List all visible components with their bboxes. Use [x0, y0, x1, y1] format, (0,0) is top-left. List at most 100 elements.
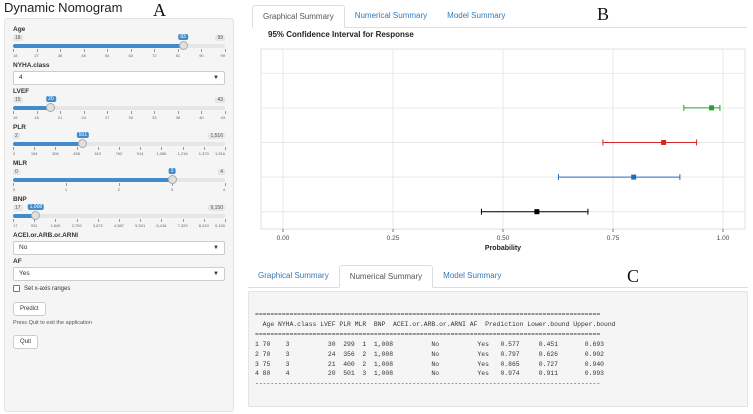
set-axis-checkbox-row[interactable]: Set x-axis ranges — [13, 285, 225, 292]
slider-min-label: 18 — [13, 35, 23, 41]
slider-tick — [225, 147, 226, 150]
slider-tick — [154, 111, 156, 114]
plr-slider[interactable]: 2 1,516 501 2 154 306 458 610 762 914 1,066 1,218 1,… — [13, 131, 226, 157]
plr-label: PLR — [13, 124, 26, 131]
slider-tick-label: 21 — [57, 115, 63, 120]
slider-tick — [172, 183, 173, 186]
slider-tick — [201, 111, 203, 114]
slider-tick — [13, 147, 14, 150]
x-tick-label: 0.25 — [387, 235, 400, 242]
set-axis-checkbox[interactable] — [13, 285, 20, 292]
bnp-slider[interactable]: 17 9,150 1,008 17 931 1,840 2,759 3,672 4,587 5,5… — [13, 203, 226, 229]
quit-button[interactable]: Quit — [13, 335, 39, 349]
slider-tick — [13, 183, 14, 186]
quit-note: Press Quit to exit the application — [13, 320, 92, 326]
slider-tick — [119, 147, 120, 150]
slider-tick — [55, 147, 57, 150]
confidence-interval-chart: 0.00 0.25 0.50 0.75 1.00 Probability — [260, 48, 746, 252]
slider-tick-label: 81 — [175, 53, 181, 58]
tab-graphical-summary-bottom[interactable]: Graphical Summary — [258, 271, 329, 280]
age-slider[interactable]: 18 99 83 18 27 36 45 54 63 72 81 90 99 — [13, 33, 226, 59]
bottom-tabset: Graphical Summary Numerical Summary Mode… — [248, 265, 748, 288]
slider-tick — [107, 49, 109, 52]
nyha-select[interactable]: 4 ▼ — [13, 71, 225, 85]
figure-letter-c: C — [627, 266, 640, 286]
slider-tick — [76, 147, 78, 150]
slider-fill — [13, 44, 184, 48]
slider-value-bubble: 20 — [46, 96, 56, 102]
slider-tick — [34, 147, 36, 150]
slider-min-label: 2 — [13, 133, 20, 139]
tab-graphical-summary-top[interactable]: Graphical Summary — [252, 5, 345, 28]
slider-tick — [182, 219, 184, 222]
slider-tick-label: 1,840 — [50, 223, 61, 228]
summary-row: 2 70 3 24 356 2 1,008 No Yes 0.797 0.626… — [255, 350, 604, 358]
slider-min-label: 0 — [13, 169, 20, 175]
slider-tick-label: 914 — [136, 151, 144, 156]
slider-ticks: 15 18 21 24 27 30 33 36 40 43 — [13, 111, 226, 121]
slider-handle[interactable] — [46, 103, 56, 112]
slider-handle[interactable] — [178, 41, 188, 50]
top-tabset: Graphical Summary Numerical Summary Mode… — [252, 5, 747, 28]
slider-tick-label: 5,501 — [135, 223, 146, 228]
slider-tick-label: 9,150 — [214, 223, 225, 228]
slider-value-bubble: 83 — [178, 34, 188, 40]
prediction-point — [631, 174, 637, 180]
numerical-summary-table: ========================================… — [255, 310, 616, 389]
slider-tick — [225, 183, 226, 186]
slider-fill — [13, 178, 172, 182]
slider-tick-label: 30 — [128, 115, 133, 120]
set-axis-label: Set x-axis ranges — [24, 285, 71, 292]
slider-tick-label: 154 — [30, 151, 38, 156]
slider-max-label: 99 — [215, 35, 225, 41]
acei-select[interactable]: No ▼ — [13, 241, 225, 255]
slider-tick — [154, 49, 156, 52]
slider-tick — [107, 111, 109, 114]
af-select[interactable]: Yes ▼ — [13, 267, 225, 281]
slider-tick — [161, 219, 163, 222]
x-axis-label: Probability — [485, 245, 521, 252]
slider-max-label: 43 — [215, 97, 225, 103]
slider-tick-label: 72 — [152, 53, 157, 58]
slider-min-label: 15 — [13, 97, 23, 103]
slider-fill — [13, 214, 36, 218]
lvef-slider[interactable]: 15 43 20 15 18 21 24 27 30 33 36 40 43 — [13, 95, 226, 121]
slider-tick-label: 2 — [117, 187, 121, 192]
plot-title: 95% Confidence Interval for Response — [268, 30, 414, 39]
predict-button[interactable]: Predict — [13, 302, 46, 316]
slider-value-bubble: 1,008 — [27, 204, 45, 210]
summary-header: Age NYHA.class LVEF PLR MLR BNP ACEI.or.… — [255, 320, 616, 328]
tab-model-summary-top[interactable]: Model Summary — [447, 11, 506, 20]
af-value: Yes — [19, 270, 30, 277]
slider-tick-label: 27 — [34, 53, 39, 58]
slider-tick-label: 43 — [220, 115, 225, 120]
mlr-slider[interactable]: 0 4 3 0 1 2 3 4 — [13, 167, 226, 193]
slider-tick — [13, 49, 14, 52]
slider-handle[interactable] — [78, 139, 88, 148]
caret-down-icon: ▼ — [213, 245, 219, 251]
prediction-point — [661, 139, 667, 145]
slider-tick-label: 36 — [57, 53, 63, 58]
summary-rule: ========================================… — [255, 311, 601, 318]
figure-letter-b: B — [597, 4, 610, 24]
tab-model-summary-bottom[interactable]: Model Summary — [443, 271, 502, 280]
slider-tick — [140, 147, 142, 150]
slider-fill — [13, 106, 51, 110]
slider-ticks: 18 27 36 45 54 63 72 81 90 99 — [13, 49, 226, 59]
slider-tick — [13, 111, 14, 114]
slider-ticks: 17 931 1,840 2,759 3,672 4,587 5,501 6,416 7,329… — [13, 219, 226, 229]
slider-tick-label: 63 — [128, 53, 133, 58]
slider-tick — [66, 183, 67, 186]
slider-tick-label: 931 — [30, 223, 38, 228]
summary-bottom-rule: ----------------------------------------… — [255, 380, 601, 388]
slider-handle[interactable] — [31, 211, 41, 220]
caret-down-icon: ▼ — [213, 75, 219, 81]
slider-tick-label: 4,587 — [113, 223, 125, 228]
tab-numerical-summary-bottom[interactable]: Numerical Summary — [338, 265, 434, 288]
x-tick-label: 1.00 — [717, 235, 730, 242]
slider-tick — [36, 49, 38, 52]
slider-tick-label: 1,516 — [214, 151, 225, 156]
slider-tick-label: 99 — [220, 53, 225, 58]
summary-row: 1 70 3 30 299 1 1,008 No Yes 0.577 0.451… — [255, 340, 604, 348]
tab-numerical-summary-top[interactable]: Numerical Summary — [354, 11, 428, 20]
